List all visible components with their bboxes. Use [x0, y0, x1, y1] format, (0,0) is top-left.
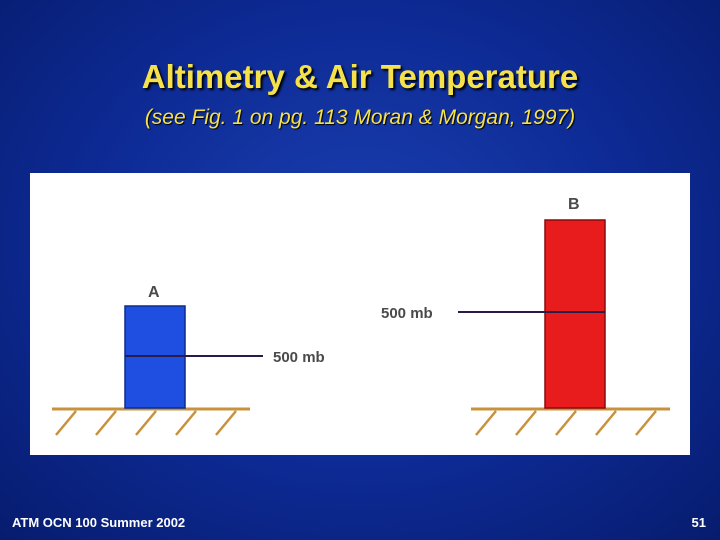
- slide-subtitle: (see Fig. 1 on pg. 113 Moran & Morgan, 1…: [144, 106, 576, 129]
- diagram-panel: A 500 mb B 500 mb: [30, 173, 690, 455]
- footer-course: ATM OCN 100 Summer 2002: [12, 515, 186, 530]
- column-b: [544, 219, 606, 409]
- page-number: 51: [691, 515, 706, 530]
- ground-a: [52, 407, 250, 436]
- pressure-label-b: 500 mb: [381, 305, 433, 322]
- column-a-label: A: [148, 284, 160, 301]
- slide-title: Altimetry & Air Temperature: [141, 58, 579, 95]
- column-b-label: B: [568, 196, 580, 213]
- altimetry-diagram: A 500 mb B 500 mb: [52, 196, 670, 436]
- ground-b: [471, 407, 670, 436]
- pressure-label-a: 500 mb: [273, 349, 325, 366]
